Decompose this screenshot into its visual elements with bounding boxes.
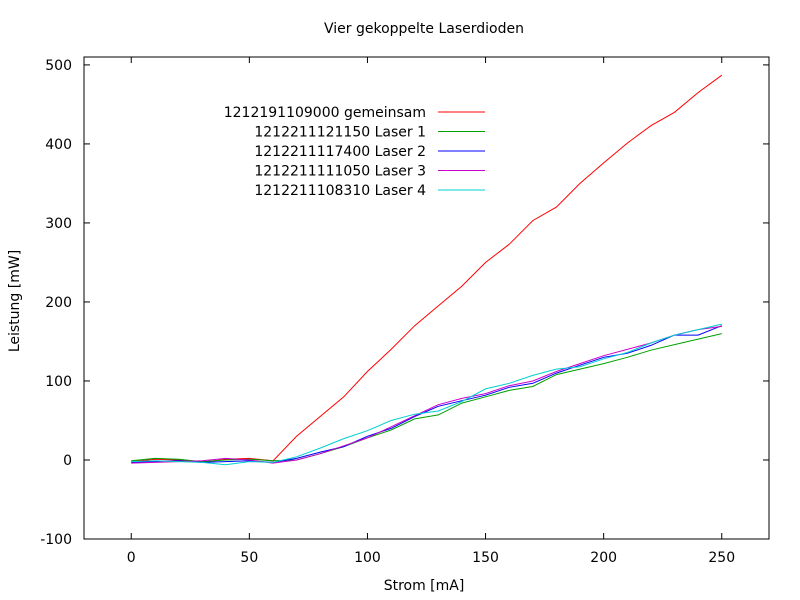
x-axis-title: Strom [mA] — [384, 578, 465, 594]
y-tick-label: 200 — [45, 295, 72, 311]
x-tick-label: 50 — [240, 550, 258, 566]
y-tick-label: 0 — [63, 453, 72, 469]
legend-label-5: 1212211108310 Laser 4 — [254, 183, 426, 199]
y-tick-label: 100 — [45, 374, 72, 390]
y-tick-label: 500 — [45, 58, 72, 74]
chart-title: Vier gekoppelte Laserdioden — [324, 21, 524, 37]
legend-label-1: 1212191109000 gemeinsam — [224, 105, 426, 121]
series-line-4 — [131, 325, 722, 464]
plot-frame — [83, 56, 770, 540]
series-line-5 — [131, 323, 722, 466]
y-tick-label: -100 — [40, 532, 72, 548]
x-tick-label: 150 — [472, 550, 499, 566]
plot-area: 0 50 100 150 200 250 -100 0 100 200 300 400 500 12121… — [40, 56, 770, 566]
x-tick-label: 250 — [708, 550, 735, 566]
legend-label-2: 1212211121150 Laser 1 — [254, 125, 426, 141]
series-line-3 — [131, 325, 722, 463]
x-tick-label: 0 — [127, 550, 136, 566]
y-tick-label: 300 — [45, 216, 72, 232]
x-tick-label: 100 — [354, 550, 381, 566]
series-line-2 — [131, 333, 722, 463]
y-tick-label: 400 — [45, 137, 72, 153]
y-axis-title: Leistung [mW] — [7, 250, 23, 352]
x-tick-label: 200 — [590, 550, 617, 566]
series-line-1 — [131, 74, 723, 463]
legend-label-3: 1212211117400 Laser 2 — [254, 144, 426, 160]
legend-label-4: 1212211111050 Laser 3 — [254, 164, 426, 180]
